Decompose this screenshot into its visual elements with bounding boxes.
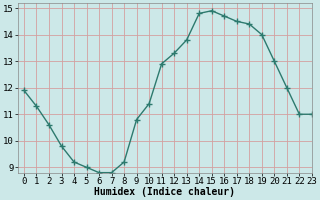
X-axis label: Humidex (Indice chaleur): Humidex (Indice chaleur) [94,187,235,197]
